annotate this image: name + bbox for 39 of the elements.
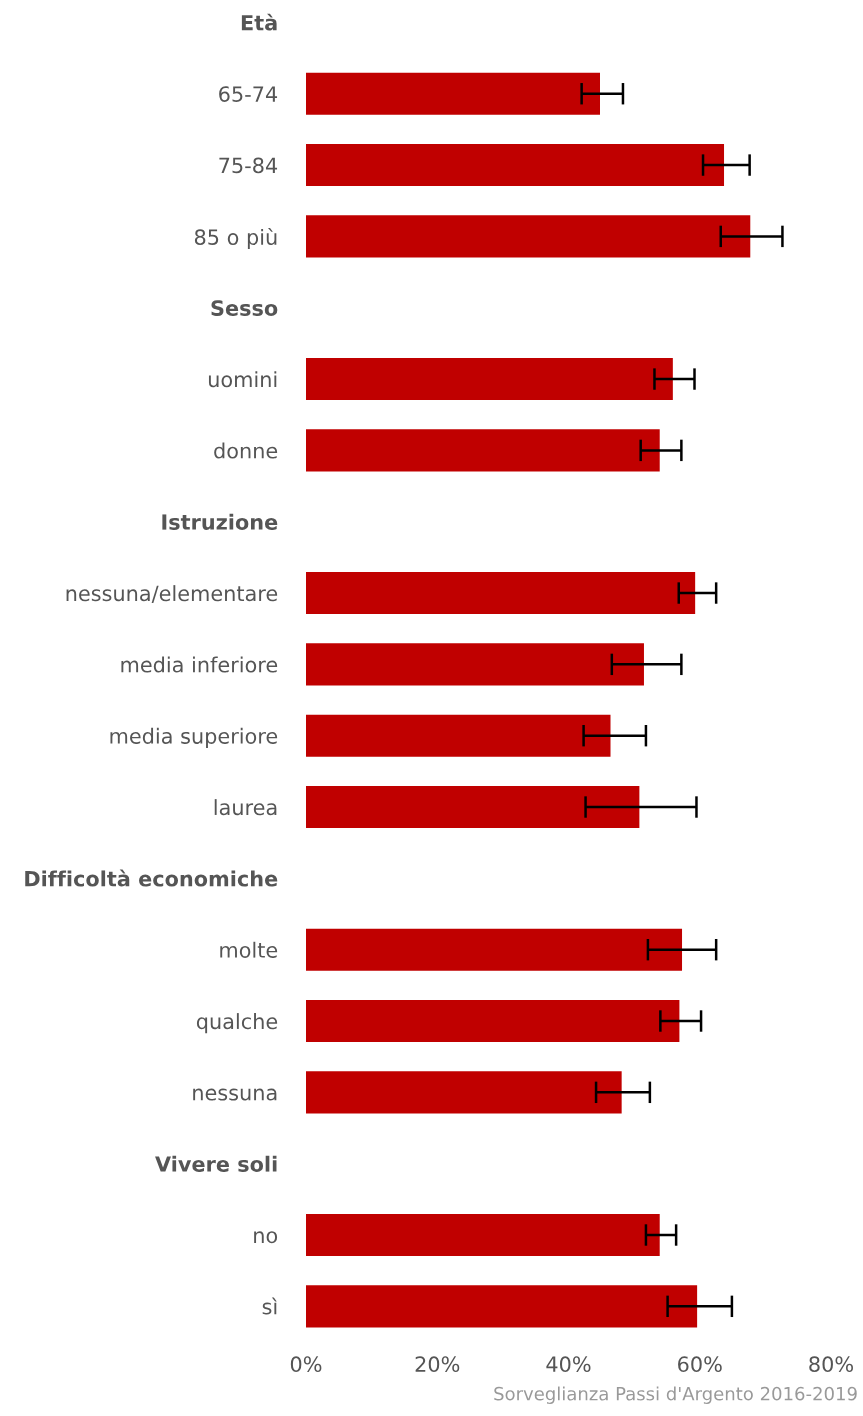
bar (306, 643, 644, 686)
bar (306, 429, 660, 472)
x-tick-label: 40% (546, 1356, 591, 1373)
bar (306, 1071, 622, 1114)
y-tick-label: uomini (208, 371, 277, 388)
y-tick-label: no (254, 1231, 278, 1244)
bar (306, 215, 751, 258)
x-tick-label: 80% (809, 1356, 853, 1373)
y-tick-label: Vivere soli (155, 1155, 277, 1172)
bar (306, 714, 611, 757)
bar (306, 785, 640, 829)
y-tick-label: media inferiore (121, 656, 278, 673)
bar (306, 358, 673, 401)
y-tick-label: 75-84 (219, 157, 278, 174)
y-tick-label: nessuna/elementare (66, 585, 278, 603)
bar (306, 1213, 660, 1257)
bar (306, 144, 725, 187)
bar (306, 928, 683, 971)
y-tick-label: nessuna (193, 1088, 277, 1101)
y-tick-label: Sesso (211, 300, 278, 316)
y-tick-label: donne (214, 442, 278, 459)
y-tick-label: Età (241, 13, 277, 31)
bar (306, 72, 600, 115)
x-tick-label: 20% (415, 1356, 460, 1373)
bar (306, 999, 680, 1043)
y-tick-label: media superiore (110, 727, 278, 748)
y-tick-label: Istruzione (162, 513, 278, 530)
y-tick-label: 65-74 (219, 86, 278, 102)
y-tick-label: qualche (196, 1013, 278, 1034)
text: Sorveglianza Passi d'Argento 2016-2019 (494, 1386, 857, 1404)
y-tick-label: Difficoltà economiche (25, 869, 278, 887)
bar (306, 1285, 698, 1328)
x-tick-label: 0% (290, 1356, 322, 1373)
x-tick-label: 60% (678, 1356, 722, 1373)
bar (306, 571, 696, 615)
y-tick-label: 85 o più (194, 228, 277, 250)
y-tick-label: molte (220, 941, 278, 958)
y-tick-label: laurea (214, 799, 277, 816)
y-tick-label: sì (262, 1297, 277, 1315)
